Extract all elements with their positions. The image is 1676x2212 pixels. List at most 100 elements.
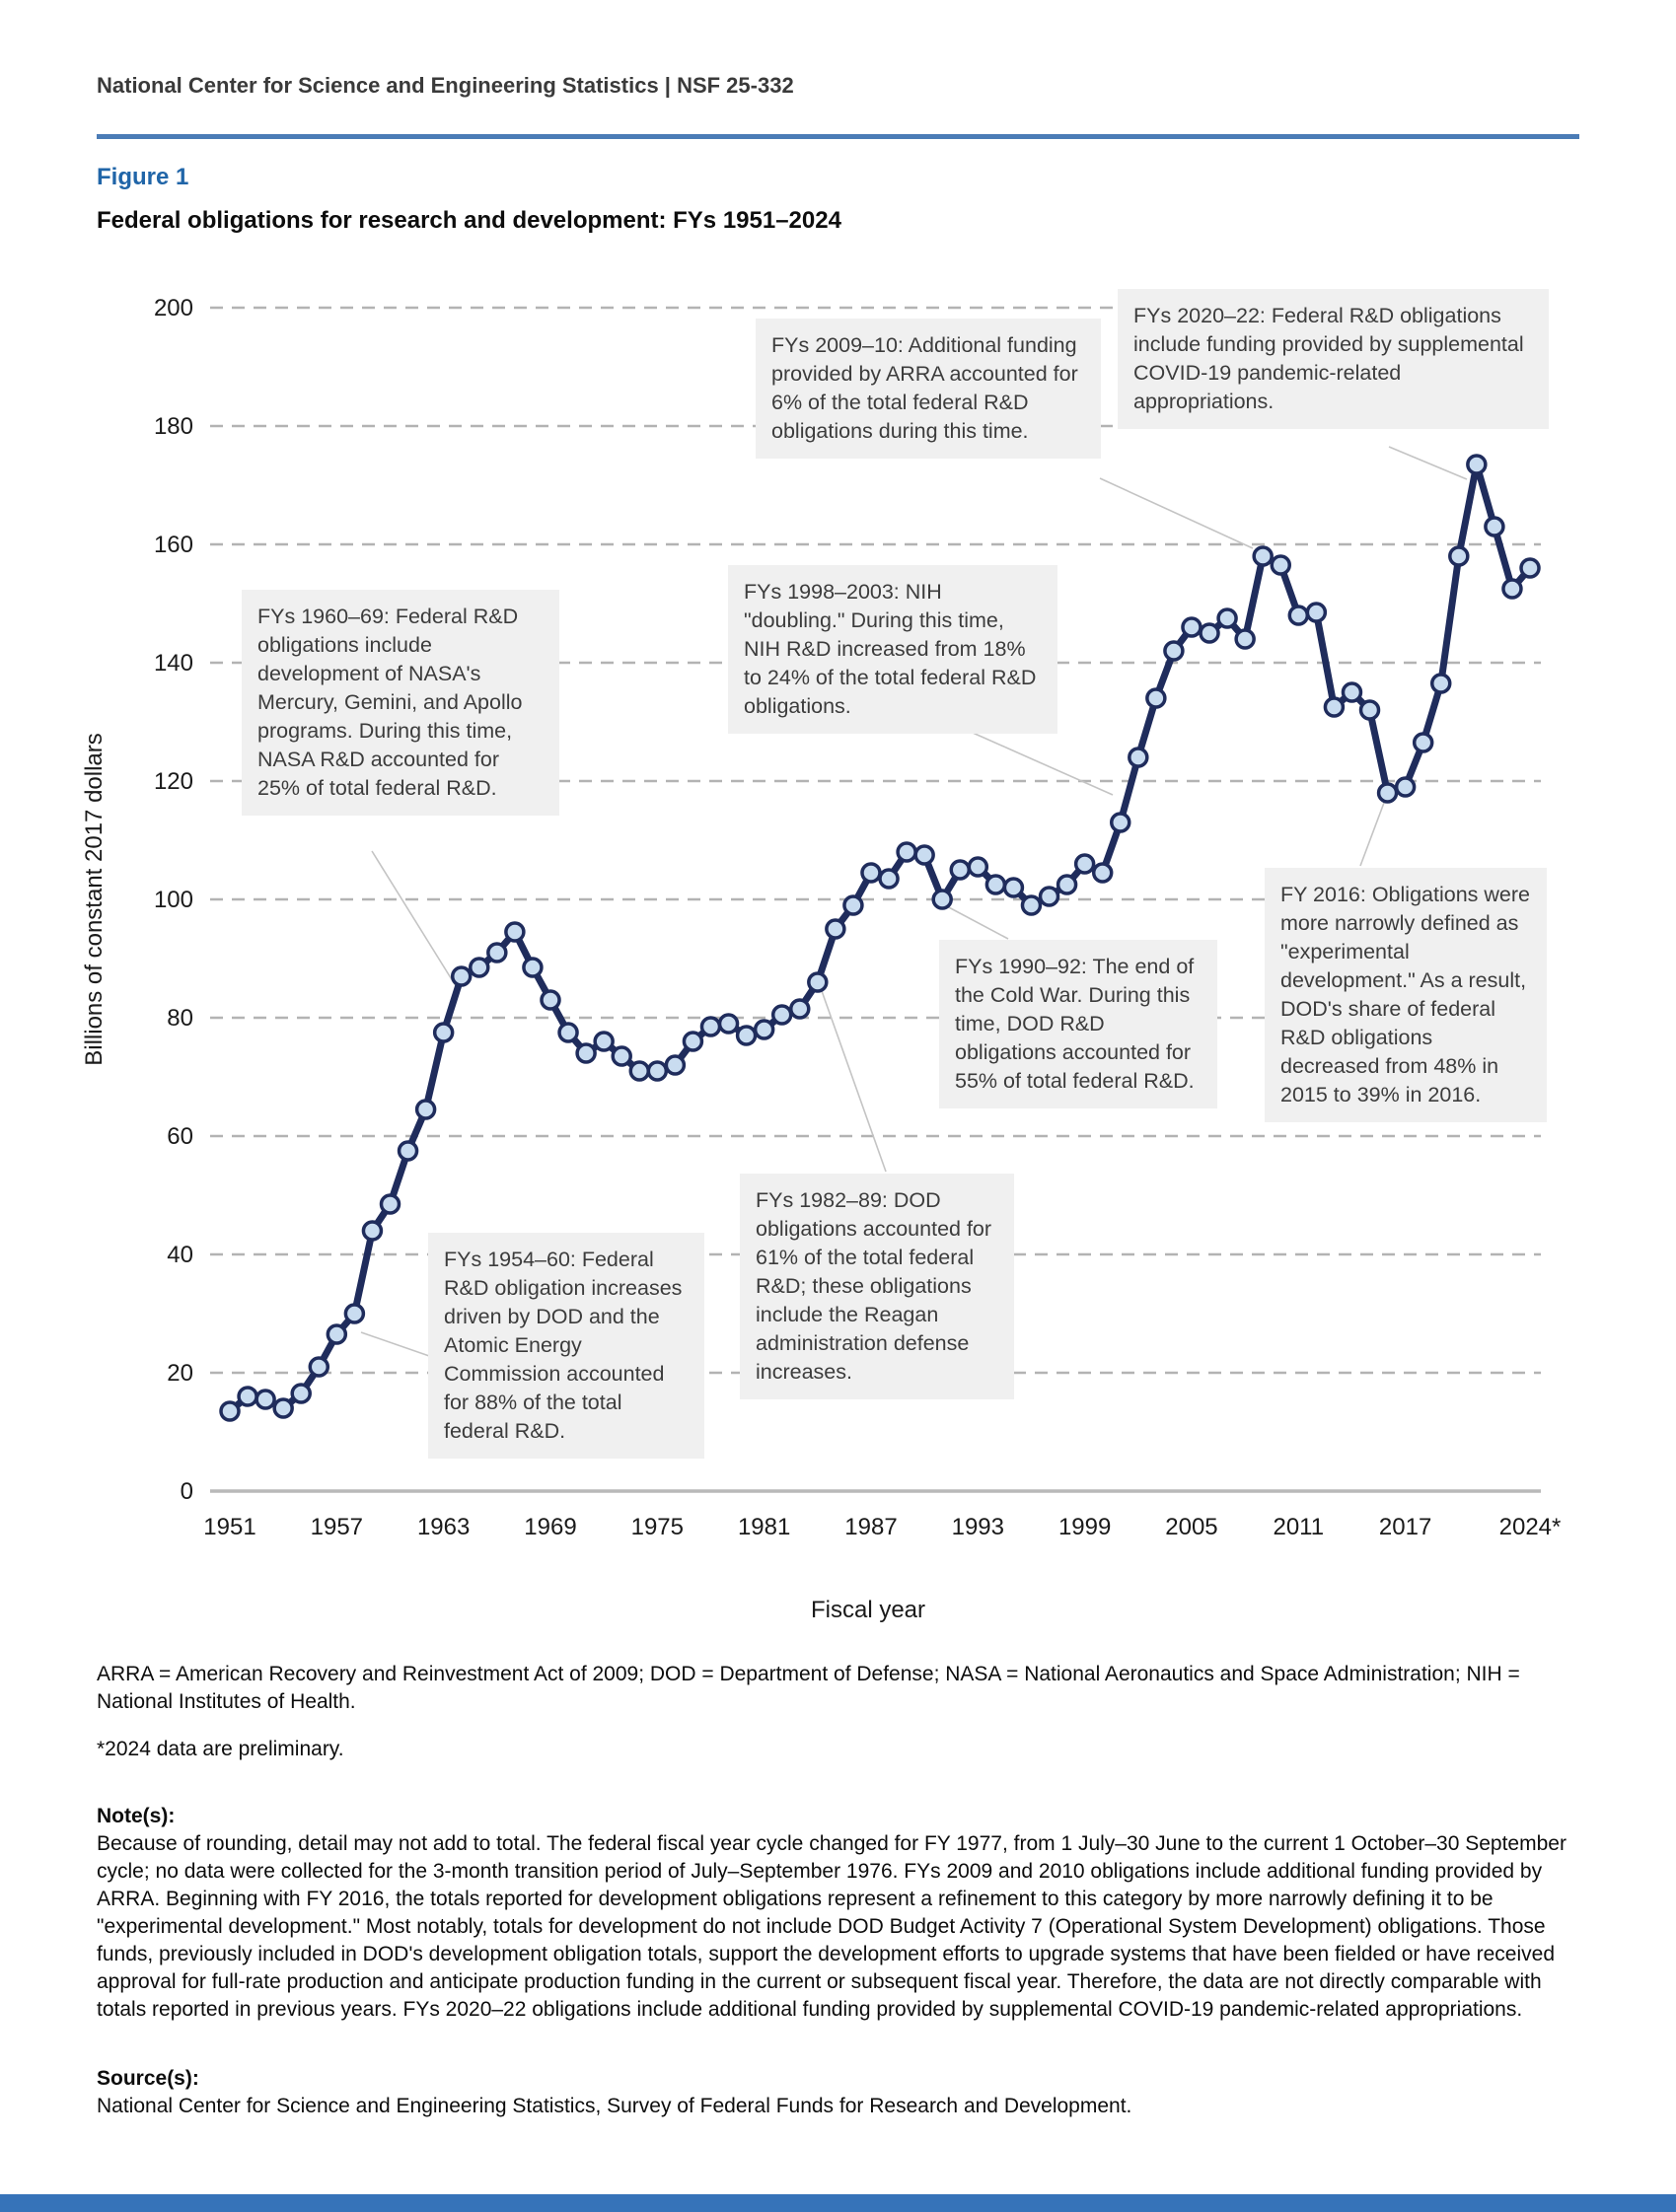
data-point-1994 bbox=[984, 874, 1007, 895]
data-point-1962 bbox=[414, 1099, 437, 1120]
data-point-1981 bbox=[753, 1019, 775, 1040]
data-point-1971 bbox=[575, 1042, 597, 1064]
x-tick-label-1993: 1993 bbox=[952, 1514, 1004, 1540]
data-point-1999 bbox=[1073, 853, 1096, 875]
data-point-1987 bbox=[860, 862, 882, 884]
x-tick-label-2005: 2005 bbox=[1165, 1514, 1217, 1540]
data-point-1956 bbox=[308, 1356, 330, 1378]
data-point-1975 bbox=[646, 1060, 669, 1082]
data-point-2006 bbox=[1199, 622, 1220, 644]
x-tick-label-1969: 1969 bbox=[524, 1514, 576, 1540]
data-point-2018 bbox=[1412, 732, 1434, 753]
leader-line-fys-1960-69 bbox=[371, 850, 459, 990]
data-point-1964 bbox=[450, 965, 473, 987]
data-point-1963 bbox=[432, 1022, 455, 1043]
figure-label: Figure 1 bbox=[97, 164, 189, 190]
data-point-1957 bbox=[326, 1323, 348, 1345]
data-point-2015 bbox=[1358, 699, 1381, 721]
data-point-1986 bbox=[842, 894, 864, 916]
footer-bar bbox=[0, 2194, 1676, 2212]
data-point-2021 bbox=[1466, 454, 1488, 475]
document-header: National Center for Science and Engineer… bbox=[97, 73, 794, 99]
data-point-1988 bbox=[878, 868, 900, 890]
data-point-1969 bbox=[540, 989, 561, 1011]
data-point-2001 bbox=[1110, 812, 1131, 833]
y-tick-label-80: 80 bbox=[167, 1005, 193, 1032]
data-point-1959 bbox=[361, 1220, 384, 1242]
leader-line-fys-1982-89 bbox=[820, 987, 887, 1173]
data-point-1976 bbox=[664, 1054, 687, 1076]
data-point-2022 bbox=[1484, 516, 1505, 537]
x-tick-label-1999: 1999 bbox=[1058, 1514, 1111, 1540]
y-tick-label-20: 20 bbox=[167, 1360, 193, 1387]
data-point-1952 bbox=[237, 1386, 258, 1407]
y-tick-label-120: 120 bbox=[154, 768, 193, 795]
leader-line-fys-2009-10 bbox=[1099, 477, 1254, 549]
data-point-2002 bbox=[1128, 747, 1149, 768]
data-point-2004 bbox=[1163, 640, 1185, 662]
source-heading: Source(s): bbox=[97, 2067, 199, 2090]
data-point-1974 bbox=[628, 1060, 651, 1082]
x-tick-label-1951: 1951 bbox=[203, 1514, 255, 1540]
data-point-2016 bbox=[1376, 782, 1399, 804]
abbreviations-note: ARRA = American Recovery and Reinvestmen… bbox=[97, 1663, 1520, 1713]
data-point-2019 bbox=[1429, 673, 1452, 694]
data-point-1996 bbox=[1020, 894, 1043, 916]
x-axis-title: Fiscal year bbox=[811, 1597, 925, 1623]
data-point-1966 bbox=[486, 942, 508, 963]
leader-line-fy-2016 bbox=[1359, 802, 1385, 867]
y-tick-label-180: 180 bbox=[154, 413, 193, 440]
data-point-1958 bbox=[343, 1303, 366, 1324]
data-point-1993 bbox=[967, 856, 989, 878]
data-point-1955 bbox=[290, 1383, 312, 1404]
y-tick-label-40: 40 bbox=[167, 1242, 193, 1268]
header-text: National Center for Science and Engineer… bbox=[97, 73, 794, 98]
x-tick-label-1975: 1975 bbox=[631, 1514, 684, 1540]
data-point-2013 bbox=[1323, 696, 1346, 718]
x-tick-label-2011: 2011 bbox=[1273, 1514, 1324, 1540]
y-tick-label-140: 140 bbox=[154, 650, 193, 677]
data-point-1989 bbox=[896, 841, 917, 863]
y-tick-label-200: 200 bbox=[154, 295, 193, 321]
x-tick-label-1957: 1957 bbox=[311, 1514, 363, 1540]
data-point-2003 bbox=[1145, 687, 1167, 709]
data-point-2007 bbox=[1216, 607, 1238, 629]
data-point-1965 bbox=[469, 957, 490, 978]
x-tick-label-2024: 2024* bbox=[1499, 1514, 1562, 1540]
data-point-1951 bbox=[219, 1400, 241, 1422]
preliminary-note: *2024 data are preliminary. bbox=[97, 1738, 344, 1760]
y-tick-label-160: 160 bbox=[154, 532, 193, 558]
data-point-1961 bbox=[397, 1140, 419, 1162]
data-point-2009 bbox=[1252, 545, 1274, 567]
header-rule bbox=[97, 134, 1579, 139]
figure-title: Federal obligations for research and dev… bbox=[97, 207, 841, 234]
data-point-2023 bbox=[1501, 578, 1523, 600]
notes-heading: Note(s): bbox=[97, 1805, 176, 1827]
data-point-2020 bbox=[1448, 545, 1470, 567]
leader-line-fys-1998-2003 bbox=[972, 732, 1114, 796]
data-point-1972 bbox=[593, 1031, 615, 1052]
leader-line-fys-2020-22 bbox=[1388, 446, 1468, 480]
data-point-1985 bbox=[825, 918, 846, 940]
data-point-2005 bbox=[1181, 616, 1202, 638]
data-point-1978 bbox=[699, 1016, 722, 1037]
x-tick-label-2017: 2017 bbox=[1379, 1514, 1431, 1540]
data-point-1953 bbox=[255, 1389, 276, 1410]
x-tick-label-1981: 1981 bbox=[738, 1514, 790, 1540]
data-point-2000 bbox=[1091, 862, 1114, 884]
data-point-1973 bbox=[611, 1045, 632, 1067]
data-point-1967 bbox=[504, 921, 526, 943]
data-point-1968 bbox=[522, 957, 544, 978]
y-tick-label-60: 60 bbox=[167, 1123, 193, 1150]
y-tick-label-100: 100 bbox=[154, 887, 193, 913]
data-point-1980 bbox=[735, 1025, 758, 1046]
data-point-1984 bbox=[807, 971, 829, 993]
data-point-1970 bbox=[557, 1022, 579, 1043]
y-tick-label-0: 0 bbox=[181, 1478, 193, 1505]
leader-line-fys-1954-60 bbox=[360, 1331, 433, 1358]
data-point-1983 bbox=[789, 998, 811, 1020]
x-tick-label-1987: 1987 bbox=[844, 1514, 897, 1540]
data-point-1982 bbox=[770, 1004, 793, 1026]
leader-line-fys-1990-92 bbox=[944, 904, 1009, 940]
data-point-1991 bbox=[931, 889, 953, 910]
